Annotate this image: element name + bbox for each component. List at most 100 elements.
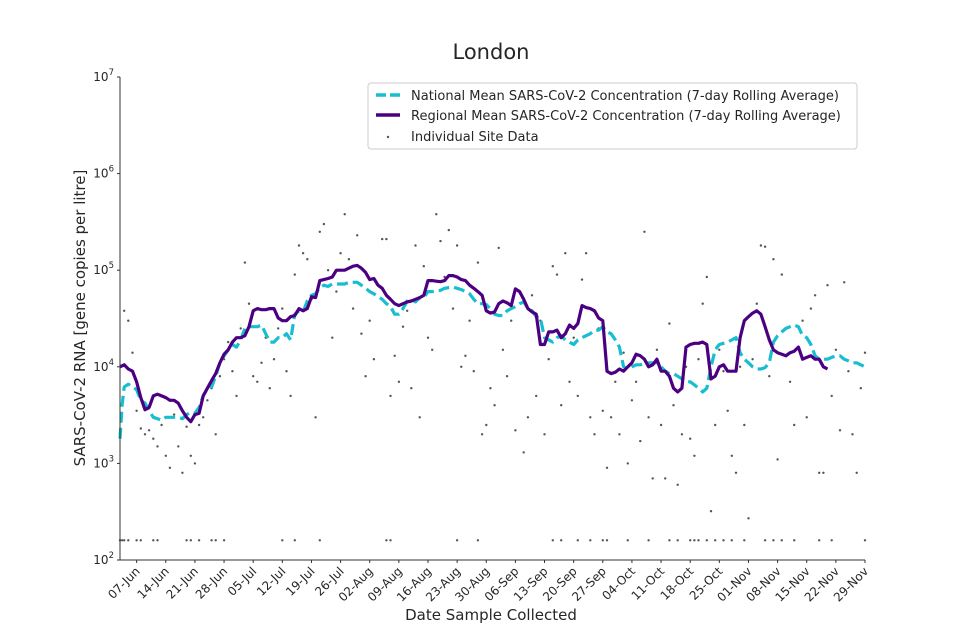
site-data-point xyxy=(714,423,717,427)
site-data-point xyxy=(855,471,858,474)
site-data-point xyxy=(189,539,192,542)
site-data-point xyxy=(214,433,217,436)
site-data-point xyxy=(772,258,775,261)
site-data-point xyxy=(335,290,338,293)
site-data-point xyxy=(480,433,484,436)
site-data-point xyxy=(306,258,309,261)
site-data-point xyxy=(709,510,713,513)
site-data-point xyxy=(763,539,767,542)
site-data-point xyxy=(120,539,124,542)
site-data-point xyxy=(809,307,813,310)
site-data-point xyxy=(793,423,796,427)
site-data-point xyxy=(634,380,638,383)
site-data-point xyxy=(730,454,733,457)
site-data-point xyxy=(759,244,763,247)
legend-frame xyxy=(367,82,858,150)
site-data-point xyxy=(676,483,679,486)
x-tick-label: 21-Jun xyxy=(164,564,201,601)
site-data-point xyxy=(156,445,159,448)
site-data-point xyxy=(801,319,804,322)
site-data-point xyxy=(368,319,371,322)
site-data-point xyxy=(164,454,167,457)
site-data-point xyxy=(722,539,725,542)
site-data-point xyxy=(738,365,742,368)
site-data-point xyxy=(422,265,425,268)
site-data-point xyxy=(331,336,334,339)
site-data-point xyxy=(293,539,296,542)
site-data-point xyxy=(260,361,263,364)
site-data-point xyxy=(580,278,584,281)
site-data-point xyxy=(859,387,862,390)
x-tick-label: 05-Jul xyxy=(225,564,259,598)
legend-scatter-label: Individual Site Data xyxy=(411,130,539,145)
site-data-point xyxy=(689,539,692,542)
site-data-point xyxy=(647,416,650,419)
site-data-point xyxy=(177,445,180,448)
site-data-point xyxy=(668,539,671,542)
site-data-point xyxy=(281,539,284,542)
site-data-point xyxy=(472,370,475,373)
site-data-point xyxy=(605,539,609,542)
legend-regional-label: Regional Mean SARS-CoV-2 Concentration (… xyxy=(411,109,841,124)
site-data-point xyxy=(314,416,317,419)
site-data-point xyxy=(755,302,758,305)
site-data-point xyxy=(522,451,525,454)
chart-title: London xyxy=(453,40,530,64)
site-data-point xyxy=(389,394,392,398)
y-tick-label: 104 xyxy=(93,358,114,374)
site-data-point xyxy=(734,471,738,474)
site-data-point xyxy=(605,466,609,469)
site-data-point xyxy=(655,348,659,351)
site-data-point xyxy=(639,439,642,443)
site-data-point xyxy=(455,539,459,542)
site-data-point xyxy=(410,387,413,390)
site-data-point xyxy=(356,234,359,237)
site-data-point xyxy=(693,454,696,457)
site-data-point xyxy=(609,416,613,419)
site-data-point xyxy=(834,348,838,351)
site-data-point xyxy=(584,252,588,255)
site-data-point xyxy=(210,539,213,542)
site-data-point xyxy=(572,336,575,339)
site-data-point xyxy=(364,375,367,378)
site-data-point xyxy=(589,539,592,542)
site-data-point xyxy=(851,433,854,436)
site-data-point xyxy=(763,245,767,248)
site-data-point xyxy=(197,423,201,427)
site-data-point xyxy=(560,539,563,542)
site-data-point xyxy=(560,404,563,407)
plot-area xyxy=(118,213,867,542)
site-data-point xyxy=(626,462,629,465)
site-data-point xyxy=(123,309,126,312)
site-data-point xyxy=(189,454,192,457)
site-data-point xyxy=(830,539,833,542)
site-data-point xyxy=(206,399,209,402)
site-data-point xyxy=(185,425,188,428)
site-data-point xyxy=(277,327,280,330)
site-data-point xyxy=(476,539,480,542)
site-data-point xyxy=(385,539,388,542)
site-data-point xyxy=(489,387,492,390)
y-tick-label: 102 xyxy=(93,551,114,567)
site-data-point xyxy=(218,375,222,378)
site-data-point xyxy=(668,322,671,325)
site-data-point xyxy=(468,319,471,322)
legend: National Mean SARS-CoV-2 Concentration (… xyxy=(367,82,858,150)
x-ticks: 07-Jun14-Jun21-Jun28-Jun05-Jul12-Jul19-J… xyxy=(105,560,871,605)
site-data-point xyxy=(647,539,650,542)
site-data-point xyxy=(243,261,247,264)
site-data-point xyxy=(397,380,401,383)
site-data-point xyxy=(127,539,130,542)
site-data-point xyxy=(493,404,496,407)
site-data-point xyxy=(139,427,142,430)
site-data-point xyxy=(568,380,571,383)
site-data-point xyxy=(614,380,617,383)
site-data-point xyxy=(743,539,746,542)
site-data-point xyxy=(326,269,330,272)
y-tick-label: 107 xyxy=(93,68,114,84)
site-data-point xyxy=(722,370,725,373)
y-tick-label: 105 xyxy=(93,261,114,277)
site-data-point xyxy=(551,539,554,542)
site-data-point xyxy=(705,275,708,279)
